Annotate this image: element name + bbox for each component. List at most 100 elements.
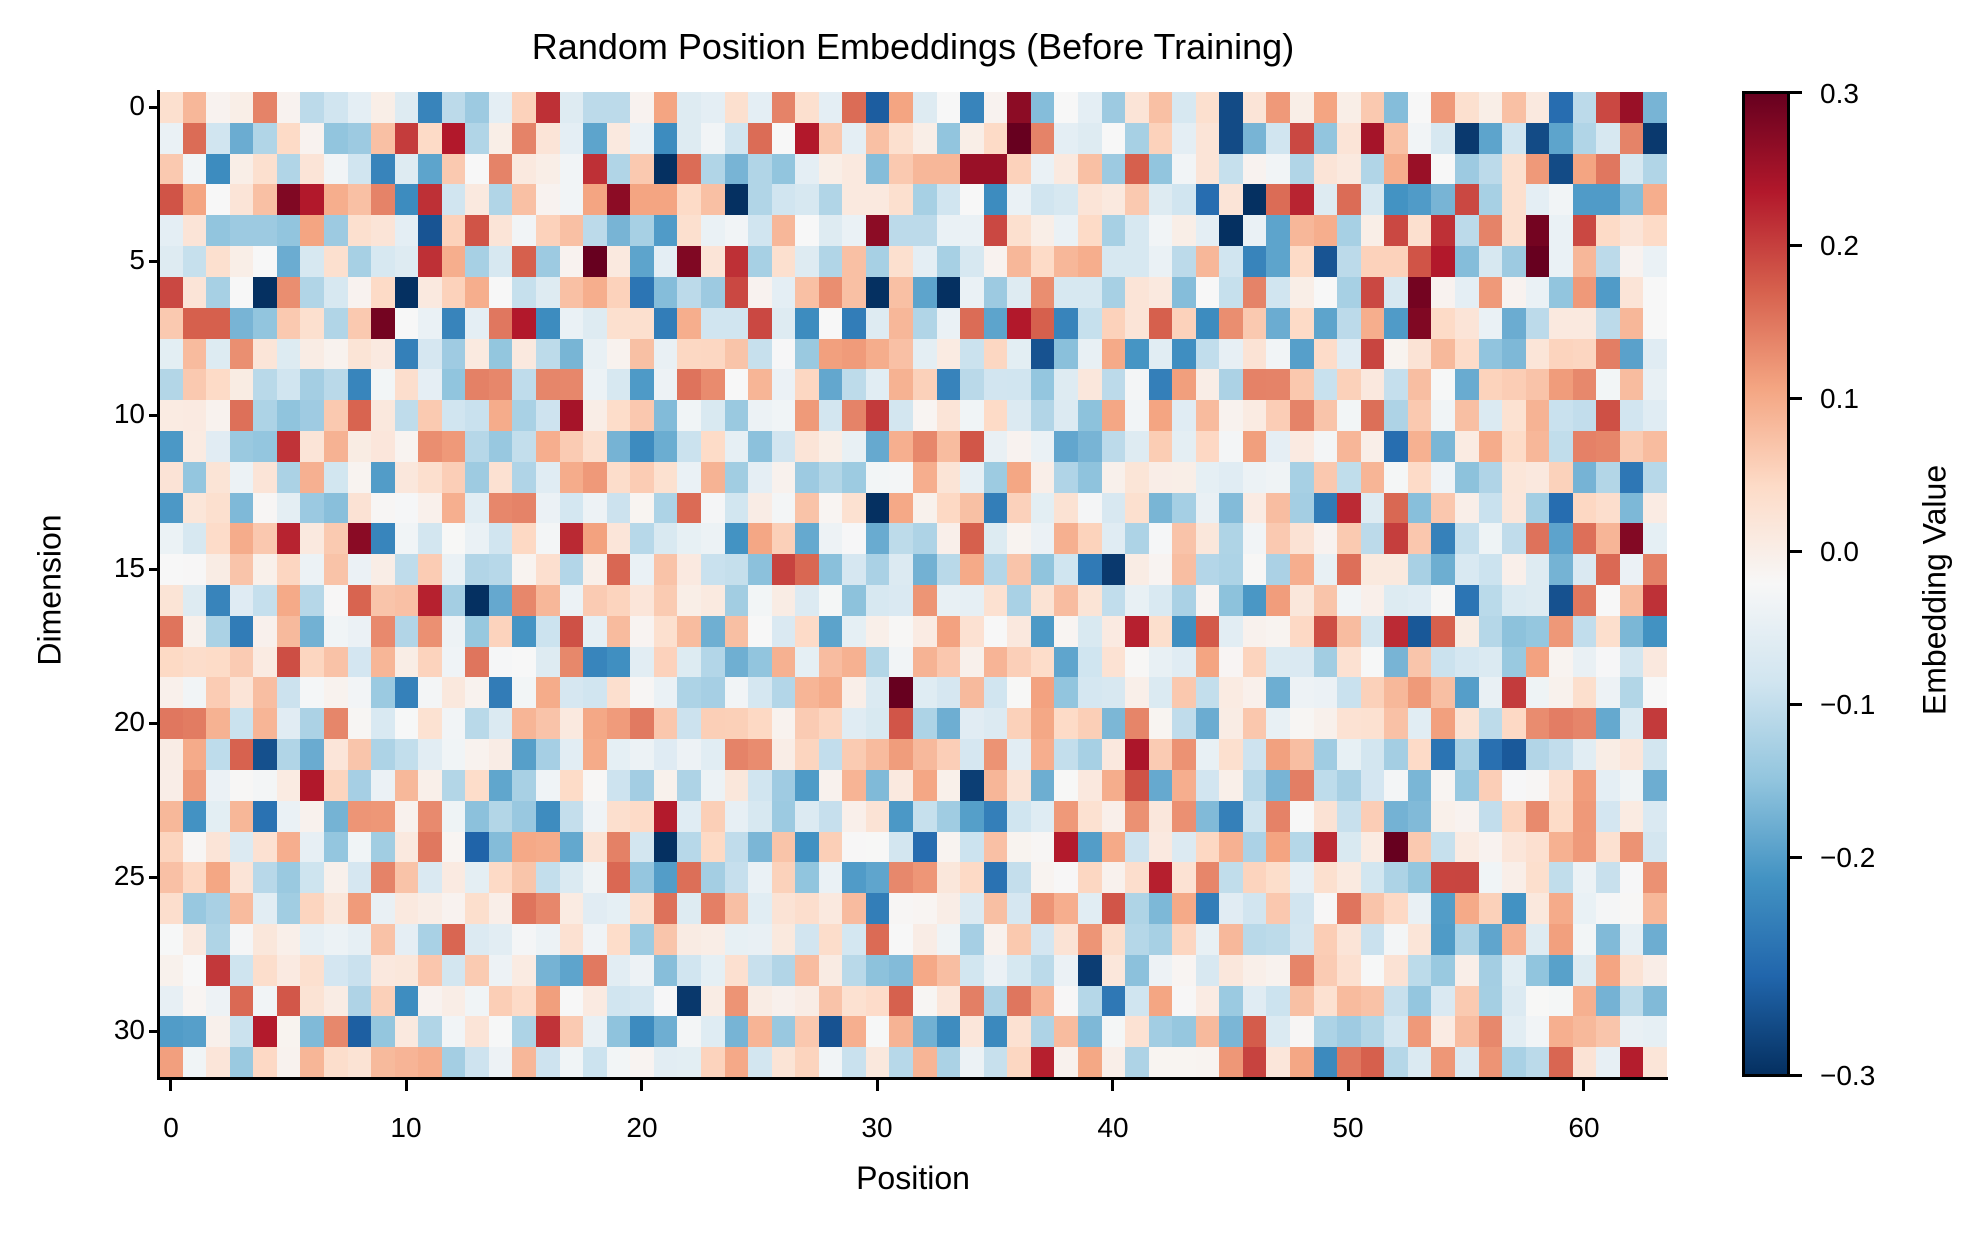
heatmap-cell bbox=[182, 893, 207, 924]
heatmap-cell bbox=[536, 985, 560, 1017]
heatmap-cell bbox=[1431, 769, 1455, 801]
heatmap-cell bbox=[1266, 1047, 1290, 1078]
heatmap-cell bbox=[1290, 184, 1314, 216]
heatmap-cell bbox=[512, 461, 536, 493]
heatmap-cell bbox=[889, 862, 913, 894]
heatmap-cell bbox=[1313, 461, 1338, 493]
heatmap-cell bbox=[842, 739, 866, 770]
heatmap-cell bbox=[653, 215, 678, 247]
heatmap-cell bbox=[677, 923, 701, 955]
heatmap-cell bbox=[748, 708, 772, 740]
heatmap-cell bbox=[748, 831, 772, 863]
heatmap-cell bbox=[1643, 369, 1667, 401]
heatmap-cell bbox=[441, 985, 466, 1017]
heatmap-cell bbox=[559, 307, 584, 339]
heatmap-cell bbox=[229, 276, 254, 308]
heatmap-cell bbox=[182, 862, 207, 894]
heatmap-cell bbox=[1030, 153, 1055, 185]
colorbar-tick-label: 0.0 bbox=[1820, 536, 1859, 567]
heatmap-cell bbox=[441, 923, 466, 955]
heatmap-cell bbox=[559, 369, 584, 401]
heatmap-cell bbox=[1337, 122, 1361, 154]
heatmap-cell bbox=[1054, 461, 1078, 493]
heatmap-cell bbox=[1054, 831, 1078, 863]
heatmap-cell bbox=[323, 1016, 348, 1048]
heatmap-cell bbox=[1431, 985, 1455, 1017]
heatmap-cell bbox=[488, 492, 513, 524]
heatmap-cell bbox=[253, 184, 277, 216]
heatmap-cell bbox=[276, 923, 301, 955]
heatmap-cell bbox=[1077, 677, 1102, 709]
heatmap-cell bbox=[488, 92, 513, 123]
heatmap-cell bbox=[465, 492, 489, 524]
heatmap-cell bbox=[1384, 862, 1408, 894]
heatmap-cell bbox=[653, 400, 678, 431]
heatmap-cell bbox=[371, 862, 395, 894]
heatmap-cell bbox=[1242, 338, 1267, 370]
heatmap-cell bbox=[1478, 92, 1503, 123]
heatmap-cell bbox=[1596, 677, 1620, 709]
heatmap-cell bbox=[559, 400, 584, 431]
heatmap-cell bbox=[1337, 862, 1361, 894]
heatmap-cell bbox=[1172, 708, 1196, 740]
heatmap-cell bbox=[1077, 246, 1102, 277]
heatmap-cell bbox=[1596, 708, 1620, 740]
heatmap-cell bbox=[630, 1047, 654, 1078]
heatmap-cell bbox=[394, 831, 419, 863]
heatmap-cell bbox=[842, 215, 866, 247]
heatmap-cell bbox=[1219, 646, 1243, 678]
heatmap-cell bbox=[653, 246, 678, 277]
heatmap-cell bbox=[182, 276, 207, 308]
heatmap-cell bbox=[1525, 492, 1550, 524]
heatmap-cell bbox=[865, 307, 890, 339]
heatmap-cell bbox=[1549, 708, 1573, 740]
heatmap-cell bbox=[394, 800, 419, 832]
heatmap-cell bbox=[1030, 708, 1055, 740]
heatmap-cell bbox=[983, 153, 1008, 185]
heatmap-cell bbox=[1101, 923, 1126, 955]
heatmap-cell bbox=[795, 400, 819, 431]
heatmap-cell bbox=[229, 1047, 254, 1078]
heatmap-cell bbox=[1502, 400, 1526, 431]
heatmap-cell bbox=[300, 831, 324, 863]
heatmap-cell bbox=[700, 677, 725, 709]
heatmap-cell bbox=[889, 153, 913, 185]
heatmap-cell bbox=[1148, 800, 1173, 832]
heatmap-cell bbox=[253, 122, 277, 154]
heatmap-cell bbox=[1290, 769, 1314, 801]
heatmap-cell bbox=[1125, 615, 1149, 647]
heatmap-cell bbox=[771, 677, 796, 709]
heatmap-cell bbox=[559, 646, 584, 678]
heatmap-cell bbox=[253, 646, 277, 678]
heatmap-cell bbox=[818, 338, 843, 370]
heatmap-cell bbox=[865, 338, 890, 370]
heatmap-cell bbox=[418, 1016, 442, 1048]
heatmap-cell bbox=[677, 954, 701, 986]
x-tick bbox=[1582, 1079, 1585, 1091]
heatmap-cell bbox=[1054, 338, 1078, 370]
heatmap-cell bbox=[677, 492, 701, 524]
heatmap-cell bbox=[865, 1047, 890, 1078]
colorbar-tick bbox=[1790, 550, 1802, 553]
heatmap-cell bbox=[842, 615, 866, 647]
heatmap-cell bbox=[818, 646, 843, 678]
heatmap-cell bbox=[771, 276, 796, 308]
y-tick bbox=[149, 106, 159, 109]
heatmap-cell bbox=[653, 1016, 678, 1048]
heatmap-cell bbox=[1572, 184, 1597, 216]
heatmap-cell bbox=[1525, 923, 1550, 955]
heatmap-cell bbox=[229, 646, 254, 678]
heatmap-cell bbox=[1502, 492, 1526, 524]
heatmap-cell bbox=[748, 338, 772, 370]
heatmap-cell bbox=[748, 430, 772, 462]
heatmap-cell bbox=[300, 708, 324, 740]
heatmap-cell bbox=[536, 430, 560, 462]
heatmap-cell bbox=[983, 893, 1008, 924]
heatmap-cell bbox=[1525, 307, 1550, 339]
heatmap-cell bbox=[842, 1016, 866, 1048]
heatmap-cell bbox=[653, 585, 678, 616]
heatmap-cell bbox=[913, 338, 937, 370]
heatmap-cell bbox=[1360, 307, 1385, 339]
heatmap-cell bbox=[748, 893, 772, 924]
heatmap-cell bbox=[1360, 985, 1385, 1017]
